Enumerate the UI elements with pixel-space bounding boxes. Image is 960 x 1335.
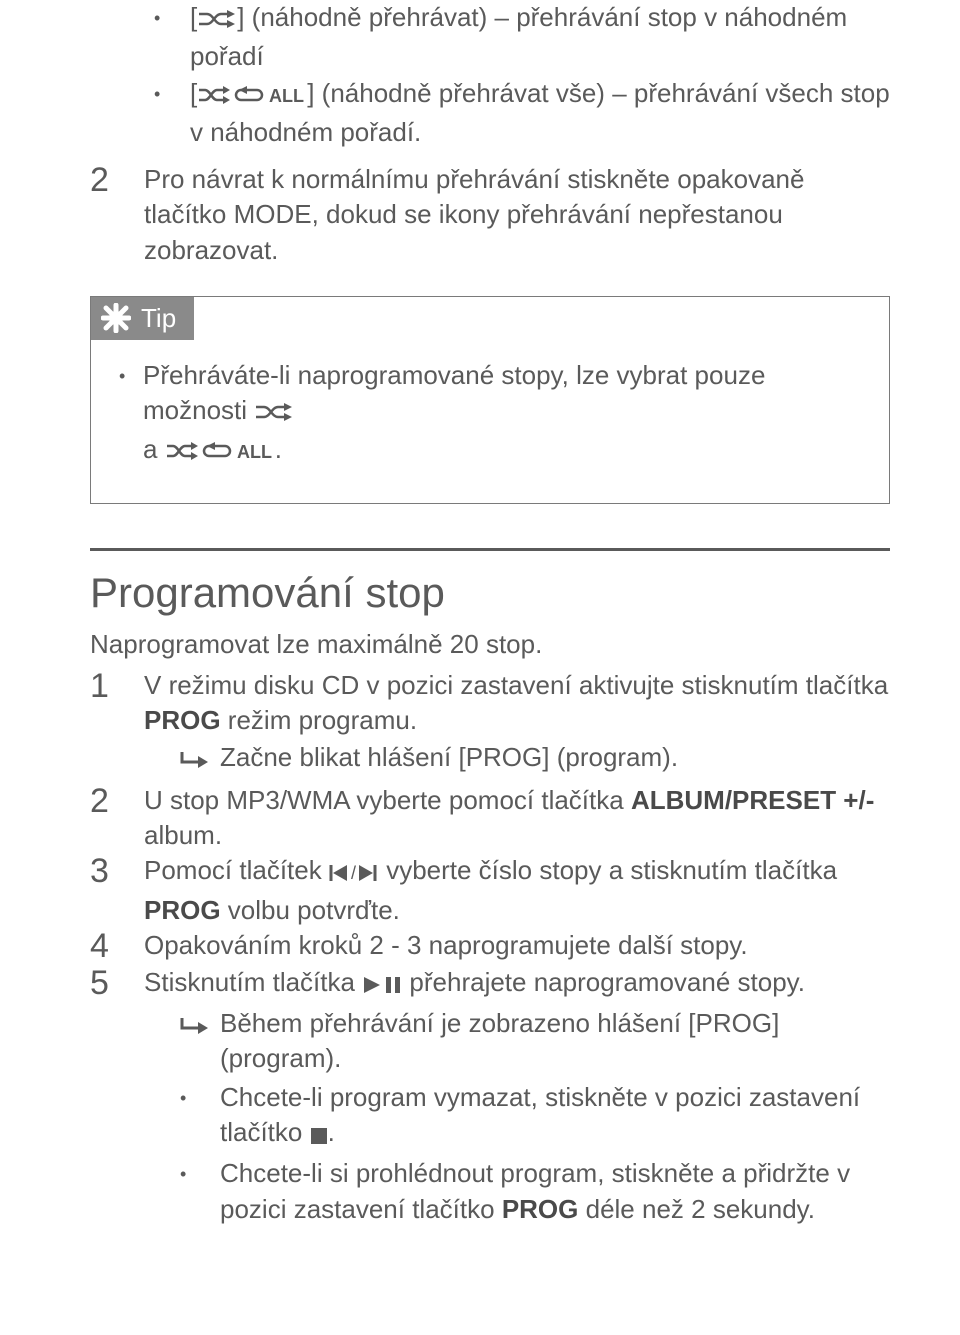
text: a [143,434,165,464]
tip-label: Tip [141,303,176,334]
step-number: 1 [90,668,144,705]
step-row: 4 Opakováním kroků 2 - 3 naprogramujete … [90,928,890,965]
text: ] (náhodně přehrávat) – přehrávání stop … [190,2,847,71]
list-text: Chcete-li program vymazat, stiskněte v p… [220,1080,890,1154]
step-body: Stisknutím tlačítka přehrajete naprogram… [144,965,890,1227]
bullet-dot: • [154,76,190,106]
text: Pomocí tlačítek [144,855,329,885]
prog-label: PROG [144,705,221,735]
prog-label: PROG [502,1194,579,1224]
bullet-dot: • [154,0,190,30]
list-text: [ALL] (náhodně přehrávat vše) – přehrává… [190,76,890,150]
section-divider [90,548,890,551]
prev-next-icon: / [329,857,379,892]
step-number: 5 [90,965,144,1002]
text: . [328,1117,335,1147]
tip-body: • Přehráváte-li naprogramované stopy, lz… [91,340,889,503]
prog-label: PROG [144,895,221,925]
step-row: 2 Pro návrat k normálnímu přehrávání sti… [90,162,890,267]
step-body: V režimu disku CD v pozici zastavení akt… [144,668,890,783]
bullet-dot: • [180,1156,220,1186]
asterisk-icon [101,303,131,333]
stop-icon [310,1119,328,1154]
step-number: 3 [90,853,144,890]
text: U stop MP3/WMA vyberte pomocí tlačítka [144,785,631,815]
list-item: • [ALL] (náhodně přehrávat vše) – přehrá… [154,76,890,150]
result-arrow: Začne blikat hlášení [PROG] (program). [180,740,890,779]
step-number: 4 [90,928,144,965]
text: V režimu disku CD v pozici zastavení akt… [144,670,888,700]
text: album. [144,820,222,850]
text: volbu potvrďte. [221,895,400,925]
result-text: Začne blikat hlášení [PROG] (program). [220,740,890,775]
shuffle-repeat-all-icon: ALL [165,436,275,471]
svg-text:/: / [351,863,356,883]
text: Stisknutím tlačítka [144,967,362,997]
result-arrow: Během přehrávání je zobrazeno hlášení [P… [180,1006,890,1076]
shuffle-icon [197,4,237,39]
step-row: 1 V režimu disku CD v pozici zastavení a… [90,668,890,783]
step-row: 2 U stop MP3/WMA vyberte pomocí tlačítka… [90,783,890,853]
text: . [275,434,282,464]
section-title: Programování stop [90,569,890,617]
list-item: • Chcete-li program vymazat, stiskněte v… [180,1080,890,1154]
step-body: Opakováním kroků 2 - 3 naprogramujete da… [144,928,890,963]
list-item: • Chcete-li si prohlédnout program, stis… [180,1156,890,1226]
mode-label: MODE [234,199,312,229]
shuffle-icon [254,397,294,432]
top-sub-bullets: • [] (náhodně přehrávat) – přehrávání st… [154,0,890,150]
step-number: 2 [90,783,144,820]
section-intro: Naprogramovat lze maximálně 20 stop. [90,629,890,660]
album-preset-label: ALBUM/PRESET +/- [631,785,874,815]
arrow-icon [180,740,220,779]
play-pause-icon [362,969,402,1004]
result-text: Během přehrávání je zobrazeno hlášení [P… [220,1006,890,1076]
step-row: 3 Pomocí tlačítek / vyberte číslo stopy … [90,853,890,927]
list-text: Chcete-li si prohlédnout program, stiskn… [220,1156,890,1226]
list-item: • [] (náhodně přehrávat) – přehrávání st… [154,0,890,74]
text: vyberte číslo stopy a stisknutím tlačítk… [379,855,837,885]
text: [ [190,78,197,108]
shuffle-repeat-all-icon: ALL [197,80,307,115]
arrow-icon [180,1006,220,1045]
bullet-dot: • [119,358,143,388]
step-row: 5 Stisknutím tlačítka přehrajete naprogr… [90,965,890,1227]
list-text: [] (náhodně přehrávat) – přehrávání stop… [190,0,890,74]
text: Opakováním kroků 2 - 3 naprogramujete da… [144,930,748,960]
text: déle než 2 sekundy. [578,1194,815,1224]
bullet-dot: • [180,1080,220,1110]
tip-line: • Přehráváte-li naprogramované stopy, lz… [119,358,861,471]
text: přehrajete naprogramované stopy. [402,967,805,997]
step-body: Pro návrat k normálnímu přehrávání stisk… [144,162,890,267]
step-body: U stop MP3/WMA vyberte pomocí tlačítka A… [144,783,890,853]
svg-text:ALL: ALL [269,86,304,106]
text: Přehráváte-li naprogramované stopy, lze … [143,360,765,425]
step-number: 2 [90,162,144,199]
tip-header: Tip [91,297,194,340]
tip-text: Přehráváte-li naprogramované stopy, lze … [143,358,861,471]
step-body: Pomocí tlačítek / vyberte číslo stopy a … [144,853,890,927]
text: režim programu. [221,705,418,735]
text: [ [190,2,197,32]
tip-box: Tip • Přehráváte-li naprogramované stopy… [90,296,890,504]
svg-text:ALL: ALL [237,442,272,462]
